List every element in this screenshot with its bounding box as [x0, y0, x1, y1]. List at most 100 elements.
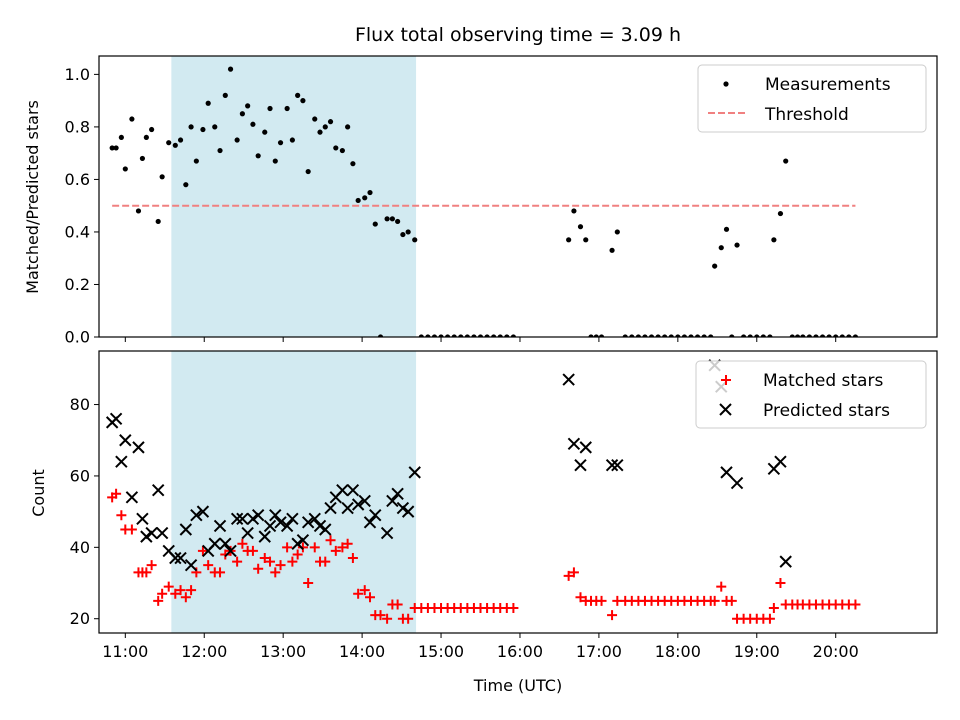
legend-measurements-label: Measurements: [765, 75, 891, 95]
measurement-point-88: [675, 334, 681, 337]
top-plot-area: [109, 66, 859, 337]
measurement-point-113: [826, 334, 832, 337]
predicted-stars-point-61: [611, 459, 624, 472]
measurement-point-68: [497, 334, 503, 337]
top-series-0: [109, 66, 859, 337]
matched-stars-point-47: [365, 592, 376, 603]
measurement-point-1: [113, 145, 119, 151]
measurement-point-3: [122, 166, 128, 172]
measurement-point-52: [395, 218, 401, 225]
measurement-point-45: [355, 197, 361, 204]
measurement-point-103: [767, 334, 773, 337]
measurement-point-96: [723, 226, 730, 232]
matched-stars-point-12: [170, 588, 181, 599]
measurement-point-78: [609, 247, 615, 253]
x-tick-label-1: 12:00: [181, 642, 227, 661]
matched-stars-point-45: [353, 588, 364, 599]
predicted-stars-point-1: [109, 412, 123, 426]
measurement-point-39: [322, 124, 328, 130]
legend-measurements-marker: [723, 81, 729, 87]
measurement-point-98: [734, 242, 740, 248]
predicted-stars-point-38: [313, 519, 327, 533]
measurement-point-50: [384, 216, 390, 222]
top-legend: Measurements Threshold: [697, 64, 927, 133]
predicted-stars-point-65: [730, 476, 744, 490]
measurement-point-70: [510, 334, 516, 337]
measurement-point-85: [655, 334, 661, 337]
matched-stars-point-33: [287, 556, 298, 567]
predicted-stars-point-42: [336, 484, 349, 497]
measurement-point-91: [694, 334, 701, 337]
measurement-point-8: [149, 126, 155, 133]
measurement-point-99: [741, 334, 747, 337]
matched-stars-point-39: [320, 556, 331, 567]
measurement-point-117: [852, 334, 859, 337]
matched-stars-point-44: [347, 553, 358, 564]
bottom-legend-frame: [695, 360, 927, 429]
measurement-point-9: [155, 218, 161, 225]
bottom-y-axis-label: Count: [29, 469, 48, 517]
matched-stars-point-4: [126, 524, 137, 535]
measurement-point-79: [614, 229, 620, 235]
measurement-point-94: [712, 263, 718, 269]
measurement-point-71: [566, 237, 572, 243]
measurement-point-59: [438, 334, 444, 337]
matched-stars-point-70: [508, 603, 519, 614]
matched-stars-point-32: [282, 542, 293, 553]
top-y-tick-label-5: 1.0: [65, 65, 90, 84]
x-axis-label: Time (UTC): [473, 676, 562, 695]
measurement-point-27: [255, 153, 261, 159]
measurement-point-6: [139, 155, 146, 162]
predicted-stars-point-60: [605, 459, 619, 472]
measurement-point-35: [300, 98, 306, 104]
top-y-tick-label-0: 0.0: [65, 328, 90, 347]
predicted-stars-point-45: [351, 498, 365, 511]
legend-matched-marker: [721, 375, 731, 385]
measurement-point-111: [813, 334, 819, 337]
predicted-stars-point-46: [358, 494, 371, 508]
measurement-point-77: [598, 334, 605, 337]
measurement-point-12: [172, 142, 178, 148]
measurement-point-19: [212, 124, 218, 130]
measurement-point-58: [431, 334, 438, 337]
predicted-stars-point-19: [208, 537, 221, 550]
measurement-point-72: [571, 208, 577, 214]
predicted-stars-point-21: [219, 537, 232, 550]
x-tick-label-9: 20:00: [813, 642, 859, 661]
measurement-point-93: [708, 334, 714, 337]
matched-stars-point-8: [146, 560, 157, 571]
measurement-point-114: [833, 334, 839, 337]
measurement-point-57: [425, 334, 431, 337]
matched-stars-point-15: [186, 585, 197, 596]
predicted-stars-point-14: [179, 523, 193, 536]
matched-stars-point-54: [403, 613, 414, 624]
measurement-point-4: [129, 116, 135, 122]
matched-stars-point-7: [141, 567, 152, 578]
matched-stars-point-1: [111, 488, 122, 499]
measurement-point-30: [272, 158, 278, 164]
measurement-point-38: [317, 129, 323, 135]
top-y-tick-label-2: 0.4: [65, 222, 90, 241]
measurement-point-49: [377, 334, 384, 337]
measurement-point-26: [250, 121, 256, 127]
measurement-point-67: [491, 334, 497, 337]
measurement-point-31: [277, 140, 284, 146]
predicted-stars-point-16: [190, 508, 203, 522]
measurement-point-106: [783, 158, 789, 164]
predicted-stars-point-32: [280, 519, 294, 533]
measurement-point-95: [718, 245, 724, 251]
predicted-stars-point-44: [346, 484, 360, 497]
measurement-point-115: [839, 334, 845, 337]
predicted-stars-point-47: [363, 516, 377, 529]
measurement-point-81: [629, 334, 635, 337]
predicted-stars-point-24: [236, 512, 249, 525]
bottom-series-1: [105, 359, 792, 572]
measurement-point-87: [668, 334, 674, 337]
matched-stars-point-105: [775, 578, 786, 589]
bottom-y-tick-label-1: 40: [70, 538, 90, 557]
measurement-point-14: [183, 182, 189, 188]
predicted-stars-point-4: [125, 491, 139, 504]
predicted-stars-point-8: [145, 526, 158, 540]
matched-stars-point-28: [259, 553, 270, 564]
